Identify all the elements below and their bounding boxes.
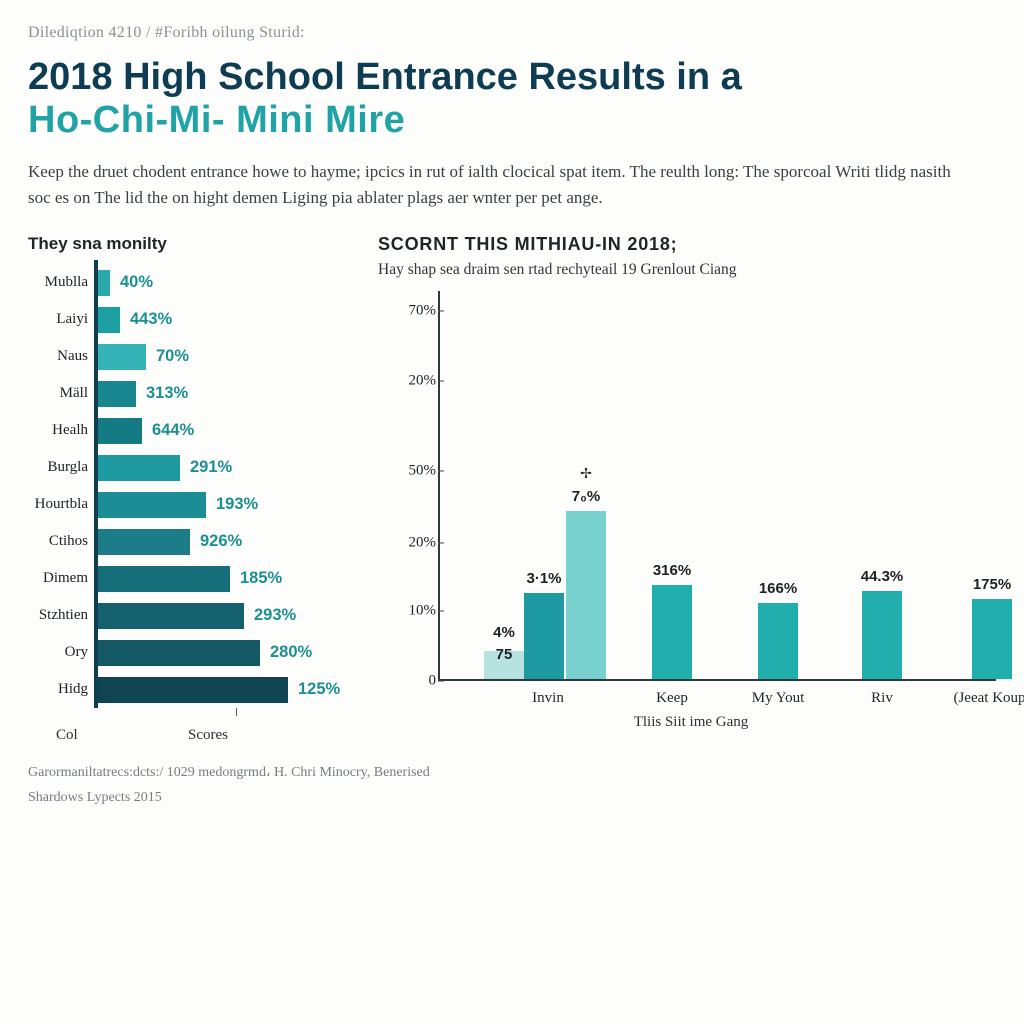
hbar-value-label: 644% [152,421,194,440]
hbar-row: Laiyi 443% [28,303,358,337]
hbar-bar [98,677,288,703]
footer-source: Garormaniltatrecs:dcts:/ 1029 medongrmd،… [28,760,996,785]
page-title: 2018 High School Entrance Results in a H… [28,56,996,141]
footer-credit: Shardows Lypects 2015 [28,785,996,810]
vbar-bar [652,585,692,679]
vbar-value-label-2: 75 [496,646,513,663]
vbar-xaxis-title: Tliis Siit ime Gang [634,714,749,731]
vbar-category-label: My Yout [752,690,805,707]
right-chart: SCORNT THIS MITHIAU-IN 2018; Hay shap se… [378,234,996,721]
vbar-ytick: 0 [396,672,436,689]
hbar-bar [98,381,136,407]
hbar-row: Ctihos 926% [28,525,358,559]
hbar-row: Healh 644% [28,414,358,448]
vbar-ytick: 20% [396,534,436,551]
hbar-category-label: Stzhtien [28,607,88,624]
vbar-category-label: (Jeeat Koup) [953,690,1024,707]
hbar-category-label: Dimem [28,570,88,587]
vbar-category-label: Invin [532,690,564,707]
vbar-ytick: 10% [396,602,436,619]
left-chart-title: They sna monilty [28,234,358,254]
vbar-bar [566,511,606,679]
vbar-ytick: 50% [396,462,436,479]
hbar-row: Naus 70% [28,340,358,374]
hbar-value-label: 926% [200,532,242,551]
hbar-bar [98,418,142,444]
breadcrumb: Dilediqtion 4210 / #Foribh oilung Sturid… [28,24,996,42]
hbar-value-label: 40% [120,273,153,292]
lede-paragraph: Keep the druet chodent entrance howe to … [28,159,968,212]
hbar-category-label: Naus [28,348,88,365]
vbar-value-label: 316% [653,562,691,579]
left-chart: They sna monilty Mublla 40% Laiyi 443% Naus 7… [28,234,358,732]
vbar-value-label: 44.3% [861,568,904,585]
hbar-value-label: 193% [216,495,258,514]
hbar-value-label: 443% [130,310,172,329]
hbar-category-label: Healh [28,422,88,439]
hbar-bar [98,566,230,592]
hbar-value-label: 293% [254,606,296,625]
hbar-bar [98,529,190,555]
hbar-row: Mublla 40% [28,266,358,300]
hbar-category-label: Burgla [28,459,88,476]
vbar-category-label: Keep [656,690,688,707]
hbar-xlabel-right: Scores [188,727,228,744]
hbar-category-label: Hidg [28,681,88,698]
hbar-value-label: 313% [146,384,188,403]
right-chart-yaxis [438,291,440,681]
vbar-category-label: Riv [871,690,893,707]
right-chart-xaxis [438,679,996,681]
hbar-category-label: Mublla [28,274,88,291]
right-chart-subtitle: Hay shap sea draim sen rtad rechyteail 1… [378,261,996,279]
hbar-row: Ory 280% [28,636,358,670]
hbar-bar [98,640,260,666]
vbar-bar [524,593,564,679]
vbar-value-label: 3·1% [526,570,561,587]
hbar-value-label: 291% [190,458,232,477]
hbar-bar [98,603,244,629]
hbar-bar [98,270,110,296]
hbar-category-label: Ctihos [28,533,88,550]
vbar-value-label: 166% [759,580,797,597]
hbar-value-label: 70% [156,347,189,366]
vbar-bar [972,599,1012,679]
right-chart-title: SCORNT THIS MITHIAU-IN 2018; [378,234,996,255]
hbar-bar [98,492,206,518]
vbar-bar [862,591,902,679]
hbar-row: Burgla 291% [28,451,358,485]
hbar-value-label: 125% [298,680,340,699]
vbar-bar [758,603,798,679]
charts-container: They sna monilty Mublla 40% Laiyi 443% Naus 7… [28,234,996,732]
hbar-value-label: 185% [240,569,282,588]
hbar-row: Mäll 313% [28,377,358,411]
vbar-value-label: 7₀% [572,488,600,505]
vbar-ytick: 70% [396,302,436,319]
hbar-category-label: Laiyi [28,311,88,328]
title-line-1: 2018 High School Entrance Results in a [28,56,996,99]
vbar-value-label: 4% [493,624,515,641]
hbar-bar [98,455,180,481]
left-chart-plot: Mublla 40% Laiyi 443% Naus 70% Mäll 313% Healh 64… [28,260,358,732]
hbar-row: Hidg 125% [28,673,358,707]
hbar-bar [98,344,146,370]
vbar-value-label: 175% [973,576,1011,593]
hbar-row: Hourtbla 193% [28,488,358,522]
hbar-category-label: Mäll [28,385,88,402]
right-chart-plot: 70% 20% 50% 20% 10% 0 4% 75 3·1% 7₀% ✢ Invin 316% Kee… [386,291,996,721]
hbar-category-label: Hourtbla [28,496,88,513]
vbar-ytick: 20% [396,372,436,389]
title-line-2: Ho-Chi-Mi- Mini Mire [28,99,996,142]
hbar-row: Dimem 185% [28,562,358,596]
hbar-row: Stzhtien 293% [28,599,358,633]
footer: Garormaniltatrecs:dcts:/ 1029 medongrmd،… [28,760,996,810]
hbar-xtick [236,708,237,716]
vbar-marker-icon: ✢ [580,466,592,483]
hbar-xlabel-left: Col [56,727,78,744]
hbar-bar [98,307,120,333]
hbar-category-label: Ory [28,644,88,661]
hbar-value-label: 280% [270,643,312,662]
